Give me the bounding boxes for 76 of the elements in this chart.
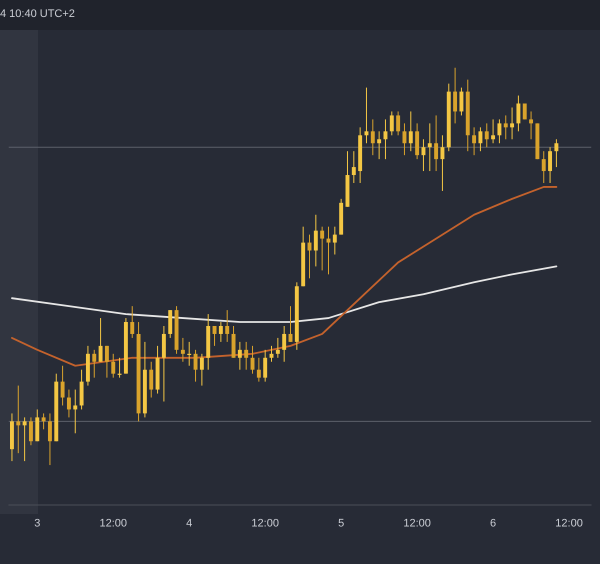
candlestick (377, 130, 382, 160)
candlestick (542, 150, 546, 184)
x-tick-label: 3 (34, 517, 40, 530)
x-tick-label: 12:00 (403, 517, 431, 530)
candlestick (48, 412, 52, 466)
candlestick (130, 306, 134, 338)
candlestick (440, 134, 444, 192)
x-tick-label: 5 (338, 517, 344, 530)
candlestick (22, 416, 27, 462)
candlestick (326, 226, 330, 275)
candlestick (200, 353, 204, 386)
candlestick (497, 118, 502, 144)
candlestick (80, 369, 84, 410)
candlestick (308, 234, 312, 279)
candlestick (510, 106, 514, 140)
candlestick (491, 118, 496, 144)
candlestick (478, 126, 482, 152)
candlestick (118, 357, 122, 378)
candlestick (276, 337, 280, 358)
candlestick (73, 389, 78, 434)
candlestick (60, 365, 65, 406)
candlestick (529, 110, 534, 140)
candlestick (421, 138, 426, 172)
candlestick (232, 326, 236, 358)
candlestick (352, 150, 356, 184)
candlestick (504, 114, 508, 140)
candlestick (180, 337, 185, 362)
candlestick (92, 349, 96, 378)
candlestick (396, 110, 400, 136)
candlestick (218, 322, 223, 342)
x-tick-label: 6 (490, 517, 496, 530)
candlestick (402, 122, 406, 156)
candlestick (408, 110, 413, 152)
candlestick (212, 326, 216, 346)
candlestick (472, 126, 476, 156)
candlestick (66, 389, 71, 418)
candlestick (554, 138, 558, 168)
candlestick (459, 87, 464, 116)
candlestick (225, 310, 230, 342)
candlestick (314, 214, 318, 267)
candlestick (238, 341, 242, 370)
candlestick (16, 385, 20, 454)
candlestick (332, 226, 337, 255)
candlestick (162, 326, 166, 402)
candlestick (263, 349, 268, 382)
candlestick (250, 345, 254, 374)
candlestick (548, 146, 552, 184)
candlestick (42, 412, 46, 430)
candlestick (28, 416, 33, 446)
candlestick (384, 118, 388, 160)
candlestick (270, 345, 274, 362)
candlestick (390, 110, 394, 136)
candlestick (320, 226, 324, 271)
x-tick-label: 12:00 (99, 517, 128, 530)
candlestick (434, 114, 438, 172)
candlestick (415, 122, 420, 160)
x-tick-label: 12:00 (555, 517, 583, 530)
candlestick (282, 326, 286, 362)
candlestick (522, 103, 527, 120)
x-tick-label: 12:00 (251, 517, 279, 530)
candlestick (484, 122, 489, 148)
candlestick (453, 67, 458, 124)
candlestick (516, 95, 520, 132)
candlestick (104, 345, 109, 378)
candlestick (149, 361, 154, 398)
candlestick (428, 122, 432, 172)
candlestick (244, 341, 248, 370)
text: 4 10:40 UTC+2 (0, 8, 75, 20)
x-tick-label: 4 (186, 517, 192, 530)
candlestick (288, 306, 292, 342)
candlestick (364, 87, 368, 144)
candlestick (370, 118, 375, 156)
candlestick (256, 357, 261, 382)
candlestick (168, 310, 172, 338)
candlestick (194, 349, 198, 382)
candlestick (98, 318, 103, 362)
